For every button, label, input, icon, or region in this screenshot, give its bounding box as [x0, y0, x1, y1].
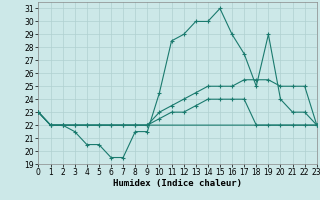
X-axis label: Humidex (Indice chaleur): Humidex (Indice chaleur): [113, 179, 242, 188]
